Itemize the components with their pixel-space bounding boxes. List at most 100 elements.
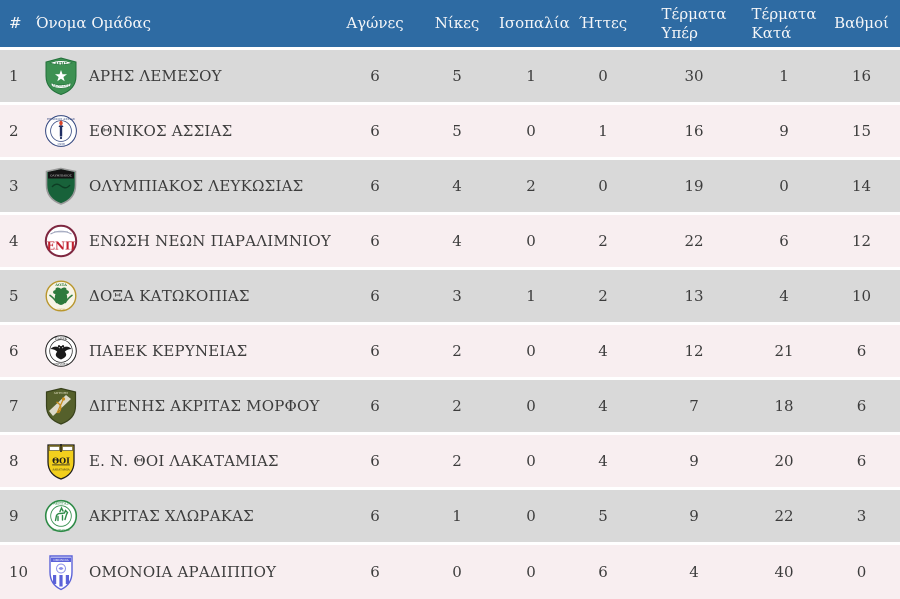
team-name[interactable]: ΕΘΝΙΚΟΣ ΑΣΣΙΑΣ: [89, 122, 233, 140]
position-cell: 5: [9, 287, 19, 305]
goals-for-cell: 9: [689, 452, 699, 470]
team-cell: ΘΟΙ ΛΑΚΑΤΑΜΙΑ Ε. Ν. ΘΟΙ ΛΑΚΑΤΑΜΙΑΣ: [36, 442, 335, 480]
svg-text:ΟΛΥΜΠΙΑΚΟΣ: ΟΛΥΜΠΙΑΚΟΣ: [50, 173, 72, 177]
col-header-draws: Ισοπαλία: [499, 14, 570, 32]
svg-text:ΕΘΝΙΚΟΣ ΑΣΣΙΑΣ: ΕΘΝΙΚΟΣ ΑΣΣΙΑΣ: [47, 117, 75, 121]
wins-cell: 5: [452, 122, 462, 140]
draws-cell: 0: [526, 397, 536, 415]
team-name[interactable]: ΟΛΥΜΠΙΑΚΟΣ ΛΕΥΚΩΣΙΑΣ: [89, 177, 304, 195]
svg-text:ΔΟΞΑ: ΔΟΞΑ: [55, 282, 67, 287]
team-name[interactable]: ΟΜΟΝΟΙΑ ΑΡΑΔΙΠΠΟΥ: [89, 563, 277, 581]
points-cell: 0: [856, 563, 867, 581]
goals-against-cell: 21: [774, 342, 794, 360]
table-row[interactable]: 1 ΑΡΗΣ ΛΕΜΕΣΟΣ ΑΡΗΣ ΛΕΜΕΣΟΥ 6 5 1 0 30 1 …: [0, 50, 900, 102]
goals-against-cell: 4: [779, 287, 789, 305]
points-cell: 14: [851, 177, 872, 195]
wins-cell: 3: [452, 287, 462, 305]
goals-for-cell: 12: [684, 342, 704, 360]
draws-cell: 0: [526, 122, 536, 140]
table-row[interactable]: 3 ΟΛΥΜΠΙΑΚΟΣ ΟΛΥΜΠΙΑΚΟΣ ΛΕΥΚΩΣΙΑΣ 6 4 2 …: [0, 160, 900, 212]
table-row[interactable]: 6 ΠΑΕΕΚ ΚΕΡΥΝΕΙΑ ΠΑΕΕΚ ΚΕΡΥΝΕΙΑΣ 6 2 0 4 …: [0, 325, 900, 377]
position-cell: 1: [9, 67, 19, 85]
olympiakos-lefkosias-crest-icon: ΟΛΥΜΠΙΑΚΟΣ: [44, 167, 78, 205]
losses-cell: 0: [598, 67, 608, 85]
points-cell: 10: [851, 287, 872, 305]
games-cell: 6: [370, 122, 380, 140]
games-cell: 6: [370, 67, 380, 85]
position-cell: 8: [9, 452, 19, 470]
wins-cell: 2: [452, 452, 462, 470]
digenis-akritas-morfou-crest-icon: ΔΙΓΕΝΗΣ: [44, 387, 78, 425]
svg-text:ΕΝΠ: ΕΝΠ: [47, 240, 76, 253]
team-name[interactable]: ΔΟΞΑ ΚΑΤΩΚΟΠΙΑΣ: [89, 287, 250, 305]
points-cell: 6: [856, 452, 867, 470]
team-cell: ΑΡΗΣ ΛΕΜΕΣΟΣ ΑΡΗΣ ΛΕΜΕΣΟΥ: [36, 57, 335, 95]
wins-cell: 0: [452, 563, 462, 581]
col-header-position: #: [9, 14, 22, 32]
team-cell: ΕΝΠ ΕΝΩΣΗ ΝΕΩΝ ΠΑΡΑΛΙΜΝΙΟΥ: [36, 222, 335, 260]
svg-text:ΔΙΓΕΝΗΣ: ΔΙΓΕΝΗΣ: [54, 391, 68, 395]
table-row[interactable]: 7 ΔΙΓΕΝΗΣ ΔΙΓΕΝΗΣ ΑΚΡΙΤΑΣ ΜΟΡΦΟΥ 6 2 0 4…: [0, 380, 900, 432]
table-row[interactable]: 5 ΔΟΞΑ 1954 ΔΟΞΑ ΚΑΤΩΚΟΠΙΑΣ 6 3 1 2 13 4 …: [0, 270, 900, 322]
games-cell: 6: [370, 507, 380, 525]
points-cell: 6: [856, 342, 867, 360]
svg-text:ΧΛΩΡΑΚΑΣ: ΧΛΩΡΑΚΑΣ: [52, 528, 70, 532]
goals-for-cell: 16: [684, 122, 704, 140]
points-cell: 3: [856, 507, 867, 525]
table-body: 1 ΑΡΗΣ ΛΕΜΕΣΟΣ ΑΡΗΣ ΛΕΜΕΣΟΥ 6 5 1 0 30 1 …: [0, 50, 900, 599]
team-name[interactable]: ΑΚΡΙΤΑΣ ΧΛΩΡΑΚΑΣ: [89, 507, 254, 525]
points-cell: 12: [851, 232, 872, 250]
en-thoi-lakatamias-crest-icon: ΘΟΙ ΛΑΚΑΤΑΜΙΑ: [44, 442, 78, 480]
goals-for-cell: 19: [684, 177, 704, 195]
team-cell: ΠΑΕΕΚ ΚΕΡΥΝΕΙΑ ΠΑΕΕΚ ΚΕΡΥΝΕΙΑΣ: [36, 332, 335, 370]
svg-text:ΚΕΡΥΝΕΙΑ: ΚΕΡΥΝΕΙΑ: [53, 362, 69, 366]
svg-text:ΛΑΚΑΤΑΜΙΑ: ΛΑΚΑΤΑΜΙΑ: [51, 468, 69, 472]
losses-cell: 4: [598, 342, 608, 360]
svg-text:1938: 1938: [57, 142, 65, 146]
table-row[interactable]: 8 ΘΟΙ ΛΑΚΑΤΑΜΙΑ Ε. Ν. ΘΟΙ ΛΑΚΑΤΑΜΙΑΣ 6 2 …: [0, 435, 900, 487]
team-name[interactable]: Ε. Ν. ΘΟΙ ΛΑΚΑΤΑΜΙΑΣ: [89, 452, 279, 470]
games-cell: 6: [370, 342, 380, 360]
goals-against-cell: 9: [779, 122, 789, 140]
position-cell: 9: [9, 507, 19, 525]
goals-for-cell: 4: [689, 563, 699, 581]
col-header-wins: Νίκες: [434, 14, 480, 32]
losses-cell: 2: [598, 232, 608, 250]
losses-cell: 4: [598, 452, 608, 470]
table-row[interactable]: 9 ΑΚΡΙΤΑΣ ΧΛΩΡΑΚΑΣ ΑΚΡΙΤΑΣ ΧΛΩΡΑΚΑΣ 6 1 0…: [0, 490, 900, 542]
losses-cell: 6: [598, 563, 608, 581]
table-header: # Όνομα Ομάδας Αγώνες Νίκες Ισοπαλία Ήττ…: [0, 0, 900, 47]
team-name[interactable]: ΔΙΓΕΝΗΣ ΑΚΡΙΤΑΣ ΜΟΡΦΟΥ: [89, 397, 320, 415]
table-row[interactable]: 10 ΟΜΟΝΟΙΑ ΟΜΟΝΟΙΑ ΑΡΑΔΙΠΠΟΥ 6 0 0 6 4 4…: [0, 545, 900, 599]
goals-for-cell: 30: [684, 67, 704, 85]
paeek-keryneias-crest-icon: ΠΑΕΕΚ ΚΕΡΥΝΕΙΑ: [44, 332, 78, 370]
games-cell: 6: [370, 452, 380, 470]
team-name[interactable]: ΕΝΩΣΗ ΝΕΩΝ ΠΑΡΑΛΙΜΝΙΟΥ: [89, 232, 331, 250]
draws-cell: 0: [526, 342, 536, 360]
losses-cell: 5: [598, 507, 608, 525]
omonoia-aradippou-crest-icon: ΟΜΟΝΟΙΑ: [44, 553, 78, 591]
team-cell: ΑΚΡΙΤΑΣ ΧΛΩΡΑΚΑΣ ΑΚΡΙΤΑΣ ΧΛΩΡΑΚΑΣ: [36, 497, 335, 535]
goals-for-cell: 7: [689, 397, 699, 415]
position-cell: 6: [9, 342, 19, 360]
draws-cell: 1: [526, 287, 536, 305]
points-cell: 6: [856, 397, 867, 415]
goals-against-cell: 40: [774, 563, 794, 581]
col-header-games: Αγώνες: [346, 14, 404, 32]
games-cell: 6: [370, 397, 380, 415]
losses-cell: 4: [598, 397, 608, 415]
team-name[interactable]: ΠΑΕΕΚ ΚΕΡΥΝΕΙΑΣ: [89, 342, 248, 360]
akritas-chlorakas-crest-icon: ΑΚΡΙΤΑΣ ΧΛΩΡΑΚΑΣ: [44, 497, 78, 535]
doxa-katokopias-crest-icon: ΔΟΞΑ 1954: [44, 277, 78, 315]
goals-for-cell: 13: [684, 287, 704, 305]
team-cell: ΟΛΥΜΠΙΑΚΟΣ ΟΛΥΜΠΙΑΚΟΣ ΛΕΥΚΩΣΙΑΣ: [36, 167, 335, 205]
table-row[interactable]: 2 ΕΘΝΙΚΟΣ ΑΣΣΙΑΣ 1938 ΕΘΝΙΚΟΣ ΑΣΣΙΑΣ 6 5 …: [0, 105, 900, 157]
goals-against-cell: 22: [774, 507, 794, 525]
svg-text:ΠΑΕΕΚ: ΠΑΕΕΚ: [55, 337, 68, 341]
table-row[interactable]: 4 ΕΝΠ ΕΝΩΣΗ ΝΕΩΝ ΠΑΡΑΛΙΜΝΙΟΥ 6 4 0 2 22 …: [0, 215, 900, 267]
draws-cell: 1: [526, 67, 536, 85]
svg-text:ΑΚΡΙΤΑΣ: ΑΚΡΙΤΑΣ: [52, 501, 69, 505]
wins-cell: 4: [452, 177, 462, 195]
team-name[interactable]: ΑΡΗΣ ΛΕΜΕΣΟΥ: [89, 67, 222, 85]
